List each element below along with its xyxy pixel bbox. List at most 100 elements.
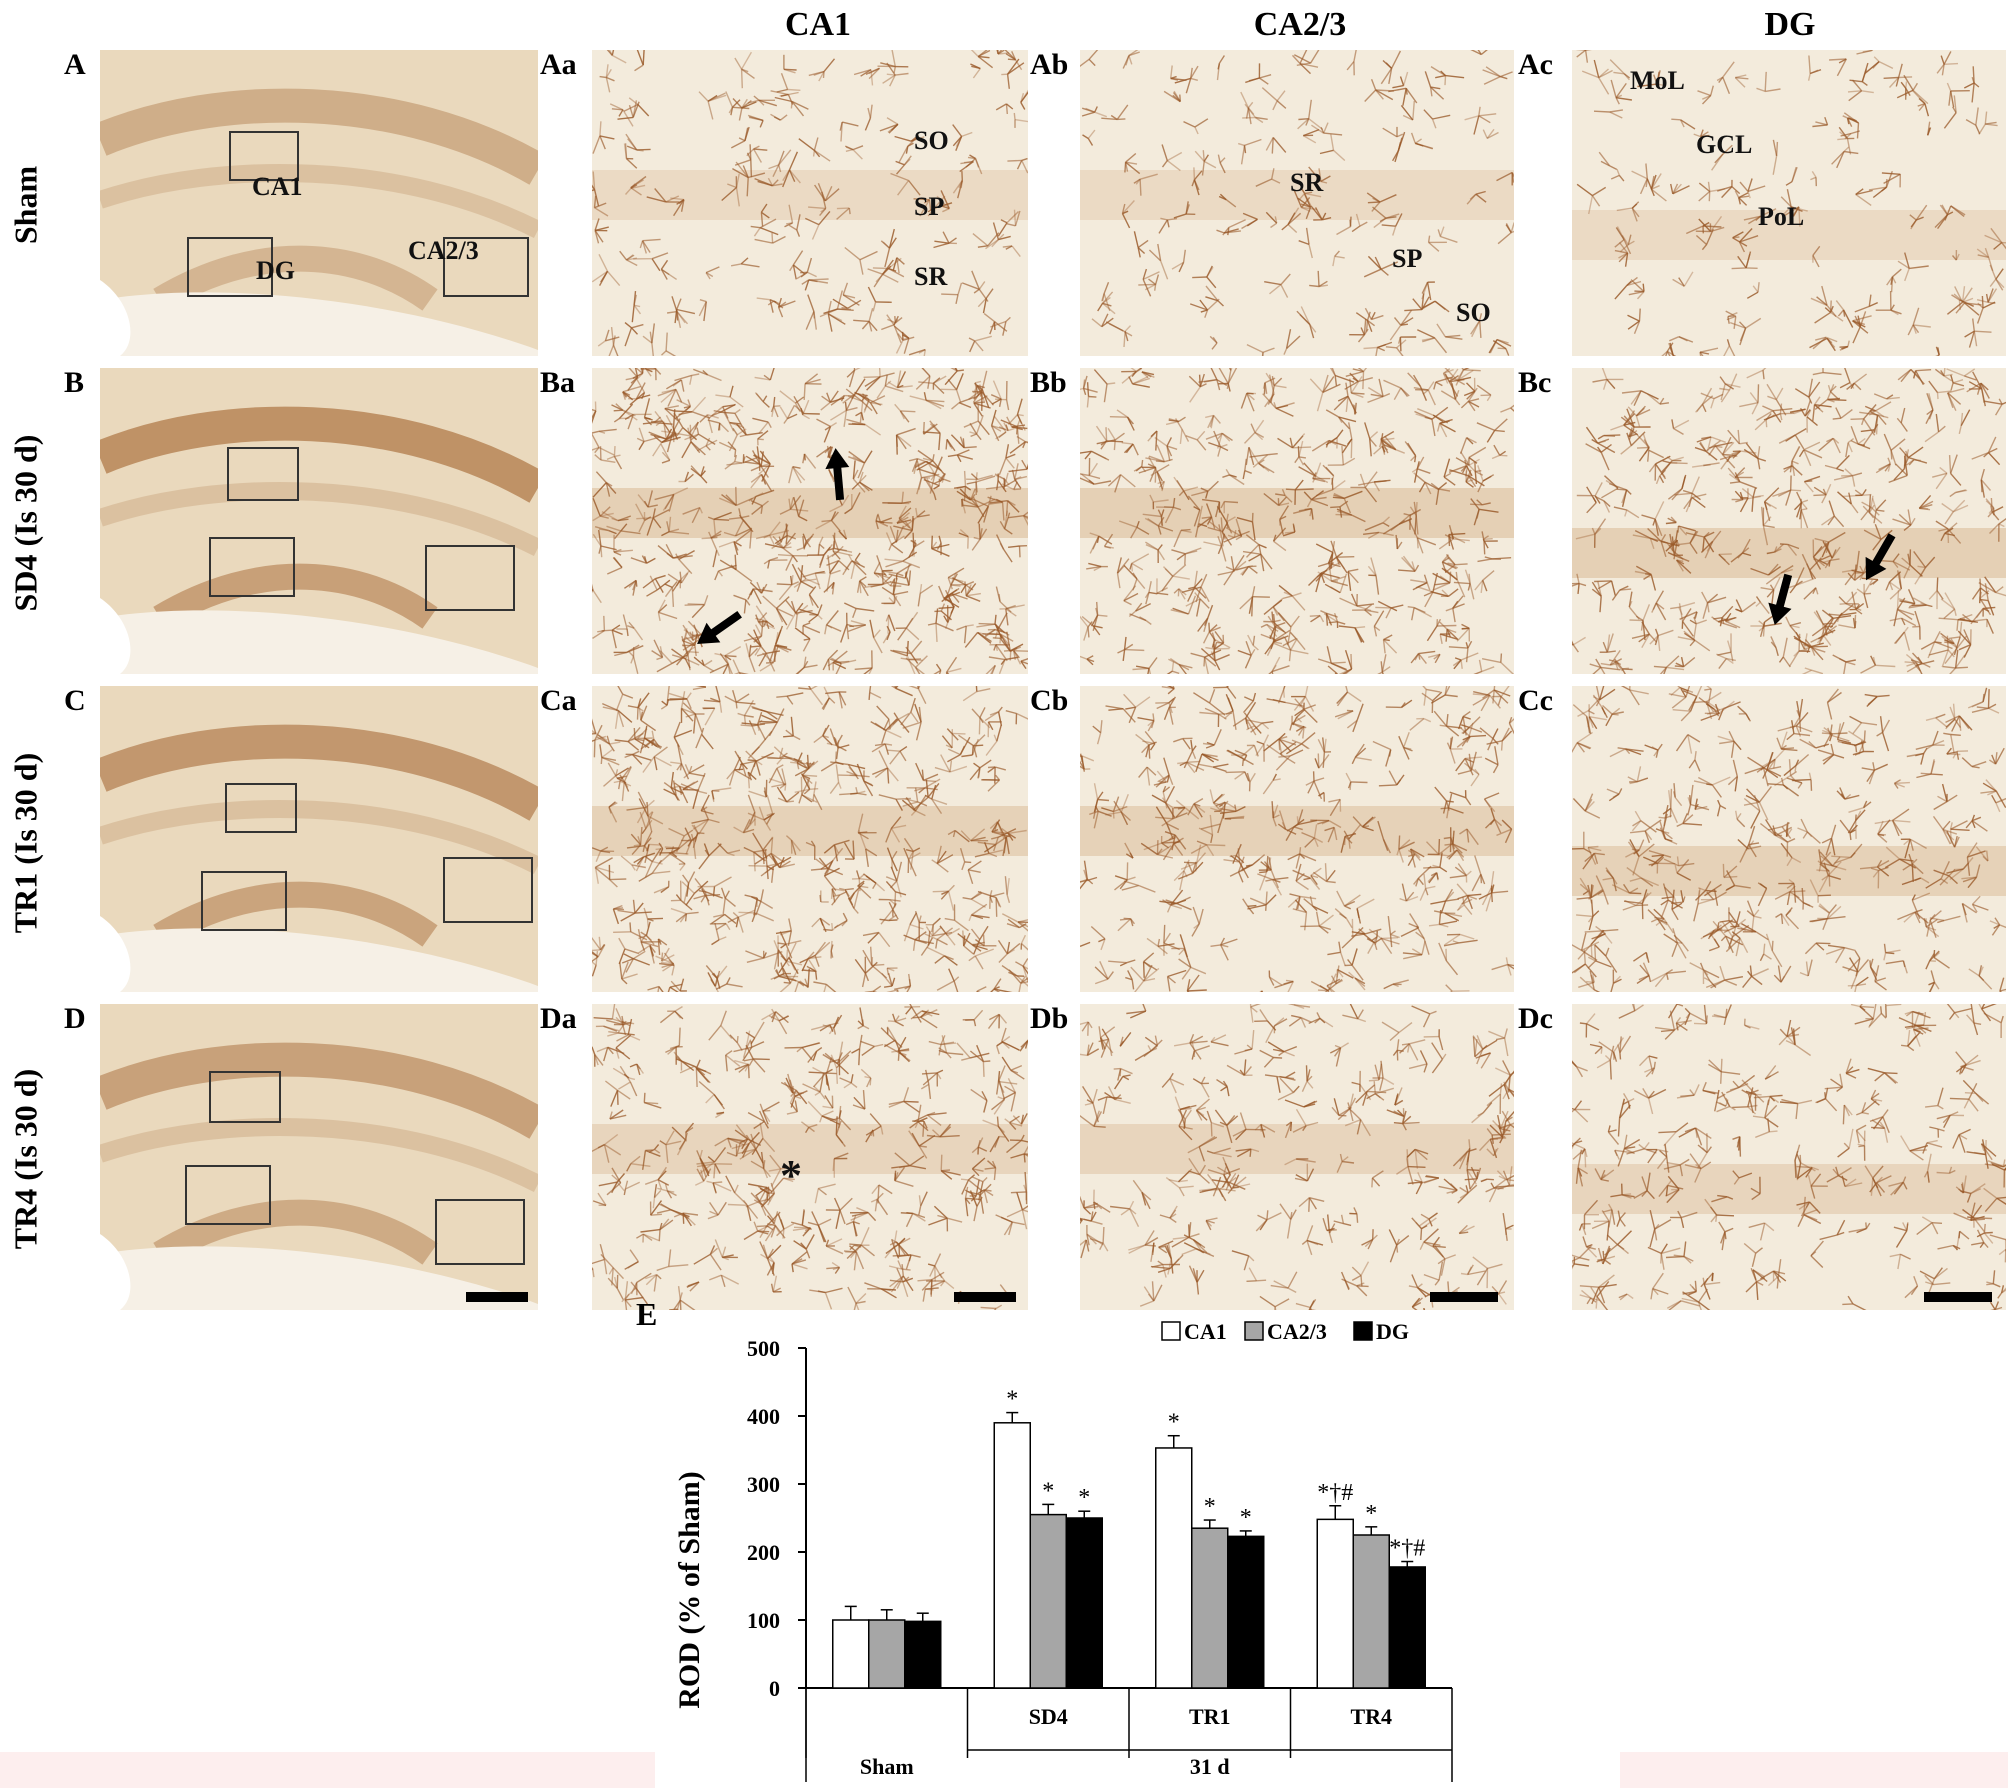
y-tick-label: 500 [747,1336,780,1361]
panel-label-d: D [64,1002,86,1035]
rod-bar-chart: 0 100 200 300 400 500 Sham * * * SD4 * * * TR1 *†# * *†# T… [747,1319,1453,1782]
y-tick-label: 300 [747,1472,780,1497]
layer-label-ac-gcl: GCL [1696,130,1753,159]
significance-mark: * [1365,1501,1377,1527]
ba-arrow-2-icon [697,610,742,645]
panel-label-da: Da [540,1002,577,1035]
micrograph-d-dg [1572,1004,2006,1310]
micrograph-d-ca23 [1080,1004,1514,1310]
micrograph-a-ca23 [1080,50,1514,356]
bottom-tint-right [1620,1752,2008,1788]
group-label-tr1: TR1 [1189,1704,1231,1729]
bc-arrow-2-icon [1865,533,1896,581]
panel-label-cb: Cb [1030,684,1069,717]
significance-mark: * [1078,1485,1090,1511]
legend-swatch-ca23 [1244,1321,1264,1341]
scale-bar-3 [1430,1292,1498,1302]
overview-label-ca1: CA1 [252,172,303,201]
bar-tr4-dg [1388,1566,1426,1689]
ba-arrow-1-icon [825,448,850,501]
bar-sham-ca23 [868,1619,906,1689]
bar-sham-ca1 [832,1619,870,1689]
panel-label-bb: Bb [1030,366,1067,399]
panel-label-c: C [64,684,86,717]
panel-label-db: Db [1030,1002,1069,1035]
micrograph-c-ca23 [1080,686,1514,992]
group-header-31d: 31 d [1190,1754,1230,1779]
legend-label-ca23: CA2/3 [1267,1319,1327,1344]
y-tick-label: 200 [747,1540,780,1565]
row-label-tr4: TR4 (Is 30 d) [7,1068,44,1250]
panel-label-aa: Aa [540,48,577,81]
group-label-sham: Sham [860,1754,914,1779]
row-label-tr1: TR1 (Is 30 d) [7,752,44,934]
micrograph-d-ca1 [592,1004,1028,1310]
significance-mark: *†# [1317,1480,1353,1506]
panel-label-ba: Ba [540,366,576,399]
micrograph-b-ca23 [1080,368,1514,674]
group-label-sd4: SD4 [1029,1704,1068,1729]
panel-label-ca: Ca [540,684,577,717]
layer-label-ac-mol: MoL [1630,66,1685,95]
micrograph-d-overview [100,1004,538,1310]
bar-sd4-dg [1065,1517,1103,1689]
bar-tr1-dg [1227,1535,1265,1689]
significance-mark: * [1204,1494,1216,1520]
panel-label-a: A [64,48,86,81]
row-label-sd4: SD4 (Is 30 d) [7,434,44,612]
layer-label-ab-sr: SR [1290,168,1324,197]
bar-tr4-ca1 [1316,1518,1354,1689]
panel-label-bc: Bc [1518,366,1552,399]
bar-sham-dg [904,1620,942,1689]
micrograph-b-ca1 [592,368,1028,674]
bc-arrow-1-icon [1768,573,1793,626]
scale-bar-2 [954,1292,1016,1302]
panel-label-dc: Dc [1518,1002,1553,1035]
bar-sd4-ca1 [993,1422,1031,1689]
group-label-tr4: TR4 [1350,1704,1392,1729]
panel-label-ac: Ac [1518,48,1553,81]
overview-label-dg: DG [256,256,295,285]
y-tick-label: 400 [747,1404,780,1429]
bar-sd4-ca23 [1029,1513,1067,1689]
layer-label-aa-sr: SR [914,262,948,291]
bar-tr1-ca1 [1155,1447,1193,1689]
row-label-sham: Sham [7,165,44,245]
significance-mark: * [1168,1410,1180,1436]
significance-mark: * [1006,1387,1018,1413]
micrograph-c-overview [100,686,538,992]
significance-mark: * [1042,1478,1054,1504]
layer-label-aa-sp: SP [914,192,945,221]
y-tick-label: 0 [769,1676,780,1701]
layer-label-ac-pol: PoL [1758,202,1805,231]
bar-tr4-ca23 [1352,1534,1390,1689]
micrograph-c-dg [1572,686,2006,992]
panel-label-cc: Cc [1518,684,1553,717]
asterisk-marker: * [780,1151,802,1200]
column-header-ca1: CA1 [784,6,852,43]
panel-label-b: B [64,366,85,399]
column-header-dg: DG [1764,6,1816,43]
legend-label-dg: DG [1376,1319,1409,1344]
panel-label-e: E [636,1296,658,1332]
scale-bar-1 [466,1292,528,1302]
micrograph-c-ca1 [592,686,1028,992]
legend-swatch-dg [1353,1321,1373,1341]
layer-label-ab-sp: SP [1392,244,1423,273]
legend-swatch-ca1 [1161,1321,1181,1341]
y-tick-label: 100 [747,1608,780,1633]
micrograph-b-overview [100,368,538,674]
micrograph-a-dg [1572,50,2006,356]
bar-tr1-ca23 [1191,1527,1229,1689]
legend-label-ca1: CA1 [1184,1319,1227,1344]
bottom-tint-left [0,1752,655,1788]
micrograph-a-overview [100,50,538,356]
significance-mark: * [1240,1505,1252,1531]
panel-label-ab: Ab [1030,48,1069,81]
column-header-ca23: CA2/3 [1253,6,1347,43]
overview-label-ca23: CA2/3 [408,236,479,265]
layer-label-aa-so: SO [914,126,949,155]
micrograph-b-dg [1572,368,2006,674]
significance-mark: *†# [1389,1536,1425,1562]
micrograph-a-ca1 [592,50,1028,356]
